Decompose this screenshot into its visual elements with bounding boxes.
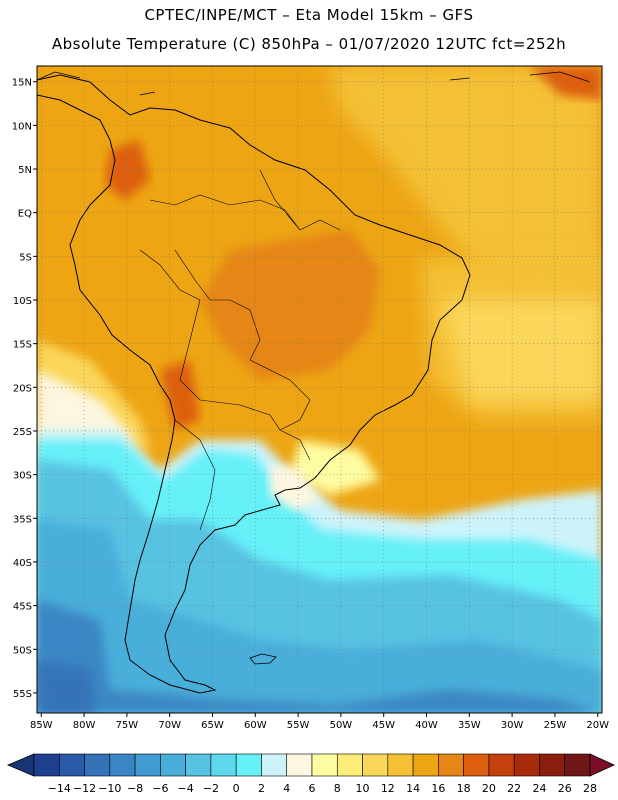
colorbar-label: 16: [431, 782, 445, 795]
temperature-field: [37, 66, 602, 713]
lat-label: 15S: [13, 340, 32, 351]
colorbar-label: 26: [558, 782, 572, 795]
chart-subtitle: Absolute Temperature (C) 850hPa – 01/07/…: [51, 35, 567, 53]
chart-title: CPTEC/INPE/MCT – Eta Model 15km – GFS: [144, 6, 474, 24]
caribbean-coasts: [37, 71, 591, 96]
lat-label: 5N: [18, 165, 32, 176]
colorbar-label: 20: [482, 782, 496, 795]
far-sw-cold: [37, 660, 95, 713]
colorbar-label: 10: [356, 782, 370, 795]
lon-label: 65W: [201, 720, 224, 731]
colorbar-label: 14: [406, 782, 420, 795]
lat-label: 25S: [13, 427, 32, 438]
colorbar-swatch: [261, 753, 288, 777]
colorbar-label: 0: [233, 782, 240, 795]
falkland-islands: [249, 653, 277, 665]
colorbar-swatch: [235, 753, 262, 777]
colorbar-swatch: [185, 753, 212, 777]
colorbar-label: 6: [309, 782, 316, 795]
colorbar-labels: −14 −12 −10 −8 −6 −4 −2 0 2 4 6 8 10 12 14 16 18 20 22 24 26…: [48, 782, 597, 795]
colorbar-swatch: [539, 753, 566, 777]
colorbar-label: 2: [258, 782, 265, 795]
coastline: [37, 74, 471, 694]
lon-label: 80W: [73, 720, 96, 731]
colorbar-swatch: [463, 753, 490, 777]
colorbar-label: −10: [98, 782, 121, 795]
lat-label: 20S: [13, 383, 32, 394]
subtropical-atlantic-yellow: [440, 300, 602, 400]
lon-label: 75W: [116, 720, 139, 731]
colorbar-swatch: [336, 753, 363, 777]
longitude-axis: 85W 80W 75W 70W 65W 60W 55W 50W 45W 40W 35W 30W 25W 2…: [30, 720, 609, 731]
colorbar-label: 24: [532, 782, 546, 795]
lon-label: 55W: [287, 720, 310, 731]
lat-label: 55S: [13, 689, 32, 700]
colorbar-swatch: [84, 753, 111, 777]
colorbar-swatch: [513, 753, 540, 777]
colorbar-label: 4: [283, 782, 290, 795]
colorbar-swatch: [33, 753, 60, 777]
continental-hot-spot: [200, 230, 380, 380]
chaco-hot-spot: [160, 360, 200, 430]
colorbar-under-arrow: [6, 753, 35, 777]
colorbar-label: 8: [334, 782, 341, 795]
colorbar-over-arrow: [589, 753, 615, 777]
lat-label: 50S: [13, 645, 32, 656]
colorbar-swatch: [286, 753, 313, 777]
lat-label: 40S: [13, 558, 32, 569]
colorbar-swatch: [58, 753, 85, 777]
lon-label: 35W: [458, 720, 481, 731]
colorbar-label: −4: [178, 782, 194, 795]
lon-label: 85W: [30, 720, 53, 731]
cold-zone-deeper: [37, 520, 602, 713]
lon-label: 50W: [330, 720, 353, 731]
lat-label: 45S: [13, 602, 32, 613]
colorbar-label: 12: [381, 782, 395, 795]
lat-label: 15N: [12, 78, 32, 89]
lon-label: 40W: [415, 720, 438, 731]
lat-label: 30S: [13, 471, 32, 482]
colorbar-label: −8: [127, 782, 143, 795]
colorbar-swatch: [362, 753, 389, 777]
lon-label: 20W: [586, 720, 609, 731]
colorbar-swatch: [564, 753, 591, 777]
lon-label: 25W: [544, 720, 567, 731]
nw-africa-hot-spot: [530, 66, 602, 100]
lat-label: EQ: [18, 209, 32, 220]
colorbar-label: 28: [583, 782, 597, 795]
warm-tongue: [290, 440, 380, 495]
colorbar-swatch: [311, 753, 338, 777]
lat-label: 5S: [19, 252, 32, 263]
colorbar-label: −12: [73, 782, 96, 795]
lat-label: 35S: [13, 514, 32, 525]
colorbar-swatch: [134, 753, 161, 777]
lon-label: 45W: [372, 720, 395, 731]
colorbar-label: −6: [152, 782, 168, 795]
colorbar-swatch: [438, 753, 464, 777]
lon-label: 30W: [501, 720, 524, 731]
map-frame: [36, 65, 603, 714]
north-atlantic-band: [330, 66, 602, 300]
colorbar-swatch: [160, 753, 186, 777]
colorbar-label: 22: [507, 782, 521, 795]
colorbar-swatch: [412, 753, 439, 777]
colorbar-label: −2: [203, 782, 219, 795]
axis-ticks: [33, 81, 599, 717]
colorbar: [6, 753, 615, 777]
colorbar-swatch: [109, 753, 136, 777]
colorbar-swatch: [488, 753, 515, 777]
latitude-axis: 15N 10N 5N EQ 5S 10S 15S 20S 25S 30S 35S 40S 45S 50S 5…: [12, 78, 32, 700]
lat-label: 10N: [12, 121, 32, 132]
colorbar-label: 18: [457, 782, 471, 795]
uruguay-cool: [270, 465, 320, 510]
lon-label: 70W: [158, 720, 181, 731]
colorbar-swatch: [387, 753, 414, 777]
colorbar-swatch: [210, 753, 237, 777]
colombia-hot-spot: [105, 140, 150, 200]
lat-label: 10S: [13, 296, 32, 307]
lon-label: 60W: [244, 720, 267, 731]
colorbar-label: −14: [48, 782, 71, 795]
